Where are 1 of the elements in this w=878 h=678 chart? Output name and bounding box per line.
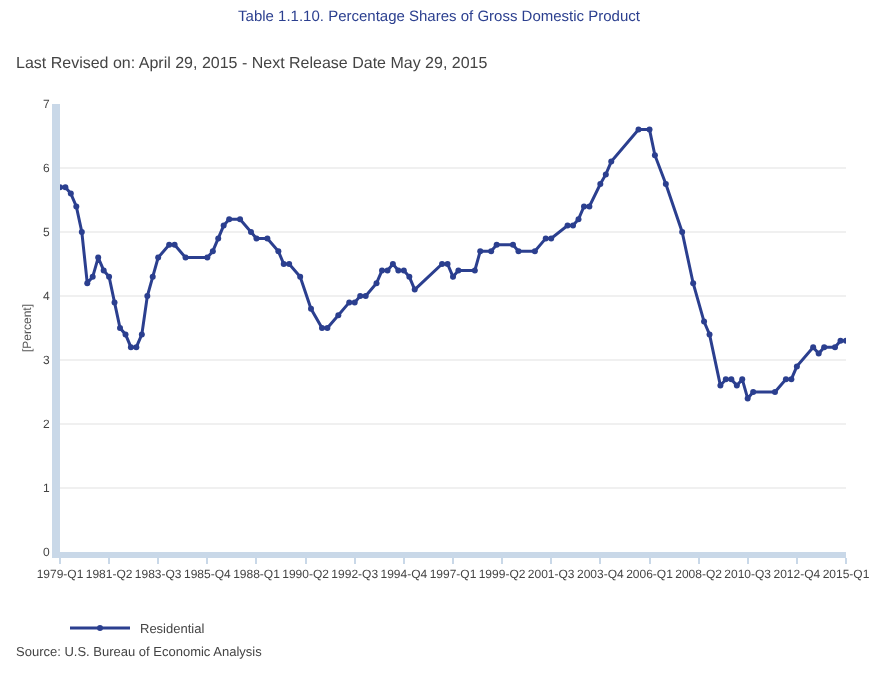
chart-subtitle: Last Revised on: April 29, 2015 - Next Release Date May 29, 2015	[16, 54, 489, 72]
